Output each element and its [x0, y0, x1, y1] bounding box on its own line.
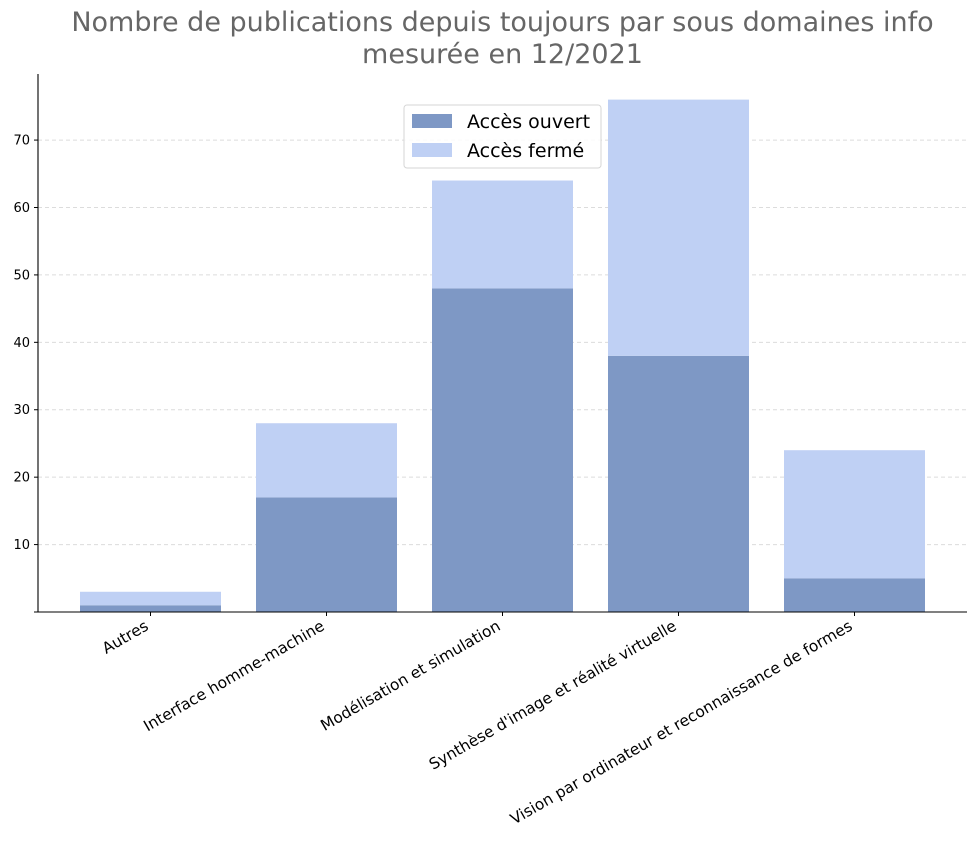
bar-acces-ferme-1: [256, 423, 397, 498]
bar-acces-ouvert-3: [608, 355, 749, 612]
bar-acces-ouvert-1: [256, 497, 397, 612]
legend-label: Accès ouvert: [467, 111, 590, 133]
x-tick-label: Autres: [99, 617, 151, 658]
y-tick-label: 60: [13, 201, 30, 216]
y-tick-label: 50: [13, 268, 30, 283]
chart-title: Nombre de publications depuis toujours p…: [71, 7, 933, 70]
legend-swatch: [412, 143, 452, 157]
y-tick-label: 40: [13, 336, 30, 351]
y-tick-label: 70: [13, 134, 30, 149]
x-tick-label: Vision par ordinateur et reconnaissance …: [507, 617, 855, 828]
y-tick-label: 10: [13, 538, 30, 553]
y-axis-ticks: 10 20 30 40 50 60 70: [13, 134, 38, 613]
legend-label: Accès fermé: [467, 140, 584, 162]
x-tick-label: Modélisation et simulation: [317, 617, 503, 735]
x-tick-label: Interface homme-machine: [140, 617, 327, 735]
bar-acces-ouvert-0: [80, 605, 221, 612]
chart-title-line: Nombre de publications depuis toujours p…: [71, 7, 933, 38]
bar-acces-ferme-0: [80, 591, 221, 606]
y-tick-label: 20: [13, 471, 30, 486]
legend-swatch: [412, 114, 452, 128]
bars: [80, 99, 925, 612]
legend: Accès ouvert Accès fermé: [403, 104, 602, 169]
bar-acces-ouvert-2: [432, 288, 573, 612]
bar-acces-ferme-3: [608, 99, 749, 356]
y-tick-label: 30: [13, 403, 30, 418]
legend-box: [403, 104, 602, 169]
bar-acces-ouvert-4: [784, 578, 925, 612]
bar-acces-ferme-4: [784, 450, 925, 579]
chart-title-line: mesurée en 12/2021: [362, 39, 643, 70]
bar-acces-ferme-2: [432, 180, 573, 289]
